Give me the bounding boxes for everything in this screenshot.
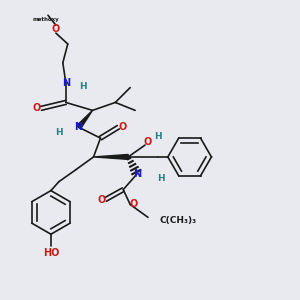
Text: O: O [144,137,152,147]
Text: O: O [52,24,60,34]
Text: O: O [118,122,126,132]
Text: N: N [75,122,83,132]
Text: O: O [97,194,106,205]
Text: H: H [55,128,63,137]
Text: N: N [133,169,141,179]
Text: H: H [154,132,162,141]
Text: N: N [62,78,70,88]
Text: H: H [157,174,165,183]
Polygon shape [77,110,92,129]
Polygon shape [94,154,128,159]
Text: methoxy: methoxy [33,17,59,22]
Text: O: O [33,103,41,113]
Text: C(CH₃)₃: C(CH₃)₃ [160,216,197,225]
Text: O: O [129,200,137,209]
Text: HO: HO [43,248,59,258]
Text: H: H [79,82,86,91]
